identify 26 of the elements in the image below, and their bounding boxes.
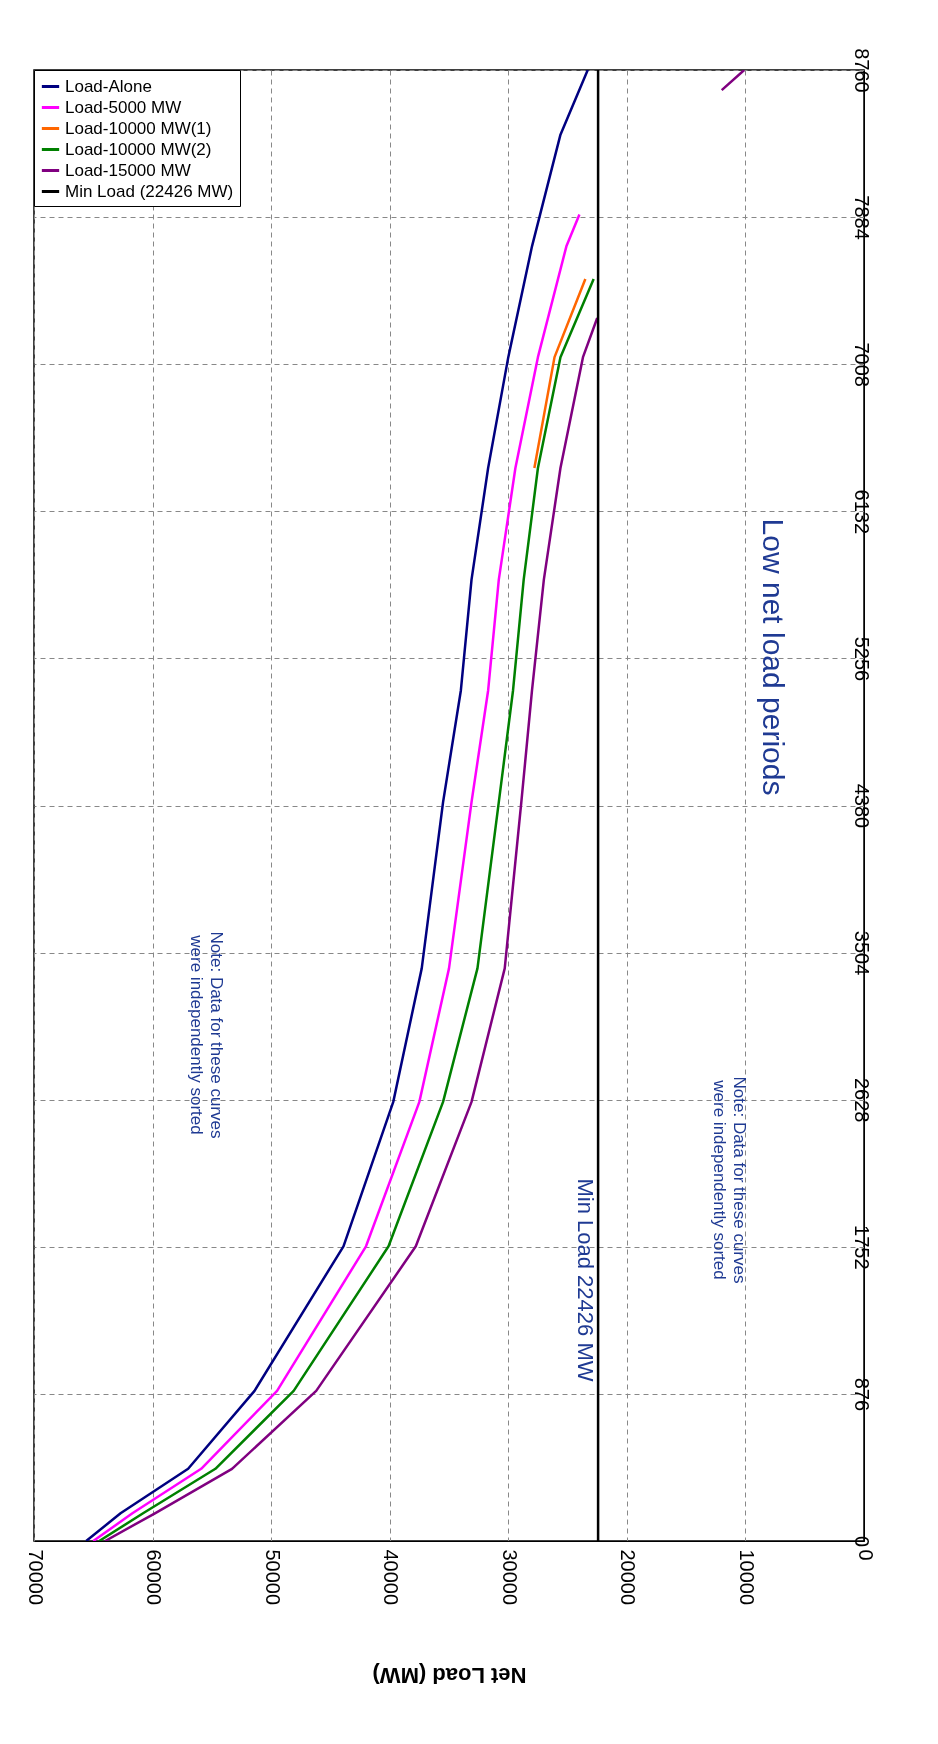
y-tick-label: 5256 — [850, 636, 873, 682]
annotation: Note: Data for these curves were independently sorted — [709, 1076, 749, 1284]
annotation: Min Load 22426 MW — [573, 1178, 598, 1382]
legend-label: Load-Alone — [65, 76, 152, 96]
y-tick-label: 3504 — [850, 930, 873, 976]
y-tick-label: 8760 — [850, 48, 873, 93]
y-tick-label: 6132 — [850, 489, 873, 535]
y-tick-label: 1752 — [850, 1225, 873, 1270]
y-tick-label: 2628 — [850, 1077, 873, 1123]
x-tick-label: 60000 — [143, 1549, 166, 1606]
legend-label: Load-5000 MW — [65, 97, 182, 117]
x-tick-label: 30000 — [498, 1549, 521, 1606]
y-tick-label: 876 — [850, 1377, 873, 1412]
x-tick-label: 10000 — [735, 1549, 758, 1606]
legend-label: Load-10000 MW(1) — [65, 118, 212, 138]
x-tick-label: 50000 — [261, 1549, 284, 1606]
x-axis-title: Net Load (MW) — [372, 1663, 527, 1689]
legend-label: Load-15000 MW — [65, 160, 191, 180]
annotation: Low net load periods — [757, 518, 790, 796]
annotation: Note: Data for these curves were independently sorted — [186, 931, 226, 1139]
y-tick-label: 4380 — [850, 783, 873, 829]
x-tick-label: 40000 — [380, 1549, 403, 1606]
legend-label: Min Load (22426 MW) — [65, 181, 234, 201]
legend-label: Load-10000 MW(2) — [65, 139, 212, 159]
x-tick-label: 70000 — [24, 1549, 47, 1606]
x-tick-label: 20000 — [617, 1549, 640, 1606]
